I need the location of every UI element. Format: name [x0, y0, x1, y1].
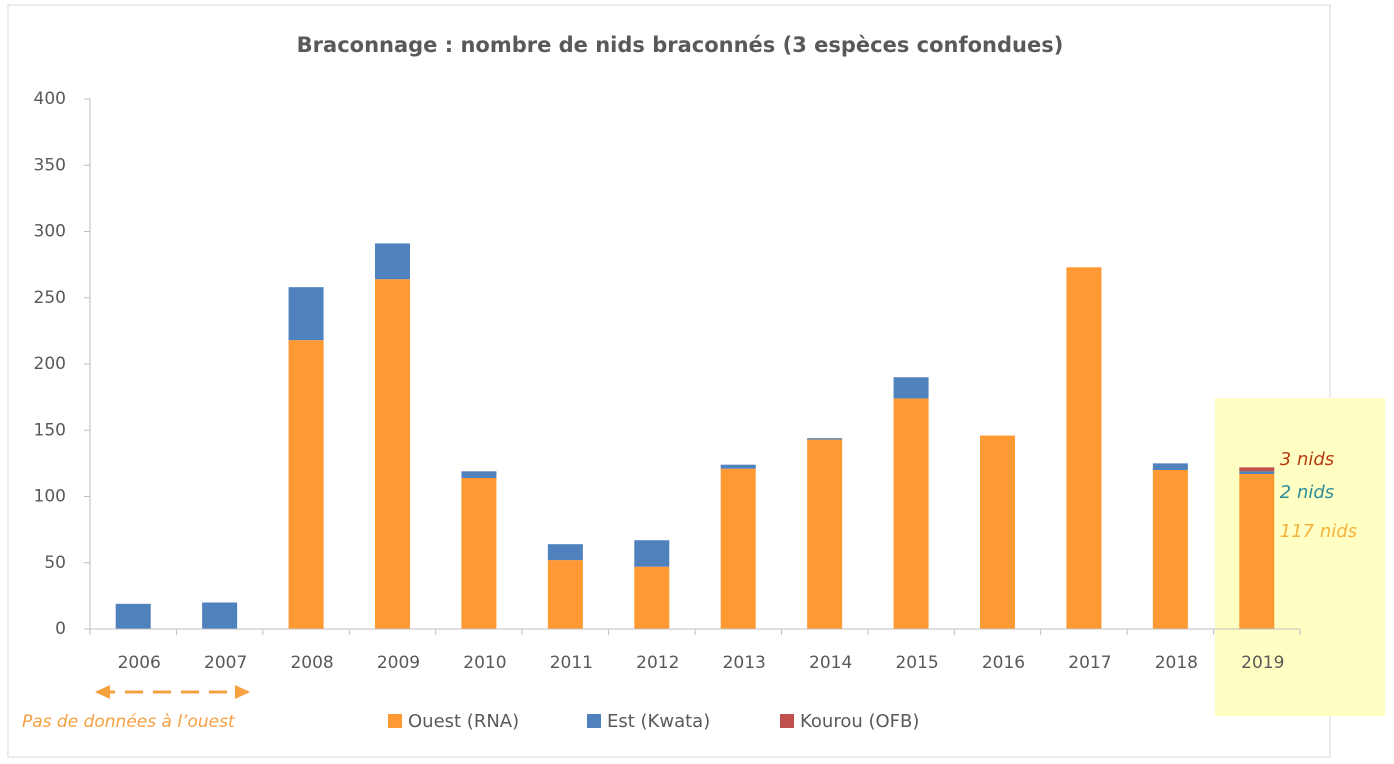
y-tick-label: 150	[34, 420, 66, 440]
bar-segment	[547, 544, 583, 561]
bar-segment	[1152, 463, 1188, 470]
annotation: Pas de données à l’ouest	[22, 712, 236, 732]
x-tick-label: 2019	[1241, 653, 1284, 673]
y-tick-label: 250	[34, 288, 66, 308]
bar-segment	[807, 439, 843, 629]
bar-segment	[461, 477, 497, 629]
x-tick-label: 2013	[723, 653, 766, 673]
bar-segment	[1239, 473, 1275, 629]
y-tick-label: 0	[55, 619, 66, 639]
bar-segment	[807, 438, 843, 440]
bar-segment	[1239, 471, 1275, 474]
y-tick-label: 400	[34, 89, 66, 109]
x-tick-label: 2007	[204, 653, 247, 673]
legend-swatch	[388, 714, 402, 728]
y-tick-label: 50	[44, 553, 66, 573]
x-tick-label: 2016	[982, 653, 1025, 673]
bar-segment	[1239, 467, 1275, 472]
x-tick-label: 2008	[290, 653, 333, 673]
x-tick-label: 2010	[463, 653, 506, 673]
x-tick-label: 2014	[809, 653, 852, 673]
x-tick-label: 2017	[1068, 653, 1111, 673]
chart-border	[7, 4, 1331, 758]
x-tick-label: 2011	[550, 653, 593, 673]
x-tick-label: 2012	[636, 653, 679, 673]
x-tick-label: 2018	[1155, 653, 1198, 673]
bar-segment	[980, 435, 1015, 629]
data-label: 117 nids	[1280, 521, 1357, 542]
bar-segment	[634, 566, 670, 629]
data-label: 2 nids	[1280, 482, 1334, 503]
data-label: 3 nids	[1280, 449, 1334, 470]
legend-label: Ouest (RNA)	[408, 711, 519, 732]
bar-segment	[1152, 470, 1188, 629]
x-tick-label: 2006	[118, 653, 161, 673]
bar-segment	[288, 340, 324, 629]
bar-segment	[375, 279, 410, 629]
bar-segment	[547, 560, 583, 629]
bar-segment	[115, 603, 151, 629]
bar-segment	[461, 471, 497, 478]
y-tick-label: 200	[34, 354, 66, 374]
bar-segment	[720, 468, 756, 629]
bar-segment	[202, 602, 238, 629]
bar-segment	[1066, 267, 1102, 629]
legend-swatch	[587, 714, 601, 728]
bar-segment	[634, 540, 670, 567]
bar-segment	[375, 243, 410, 280]
legend-swatch	[780, 714, 794, 728]
y-tick-label: 350	[34, 155, 66, 175]
bar-segment	[288, 287, 324, 341]
x-tick-label: 2009	[377, 653, 420, 673]
bar-segment	[720, 464, 756, 469]
chart-title: Braconnage : nombre de nids braconnés (3…	[297, 33, 1064, 57]
x-tick-label: 2015	[895, 653, 938, 673]
legend-label: Kourou (OFB)	[800, 711, 919, 732]
bar-segment	[893, 398, 929, 629]
y-tick-label: 300	[34, 222, 66, 242]
legend-label: Est (Kwata)	[607, 711, 710, 732]
y-tick-label: 100	[34, 487, 66, 507]
bar-segment	[893, 377, 929, 399]
